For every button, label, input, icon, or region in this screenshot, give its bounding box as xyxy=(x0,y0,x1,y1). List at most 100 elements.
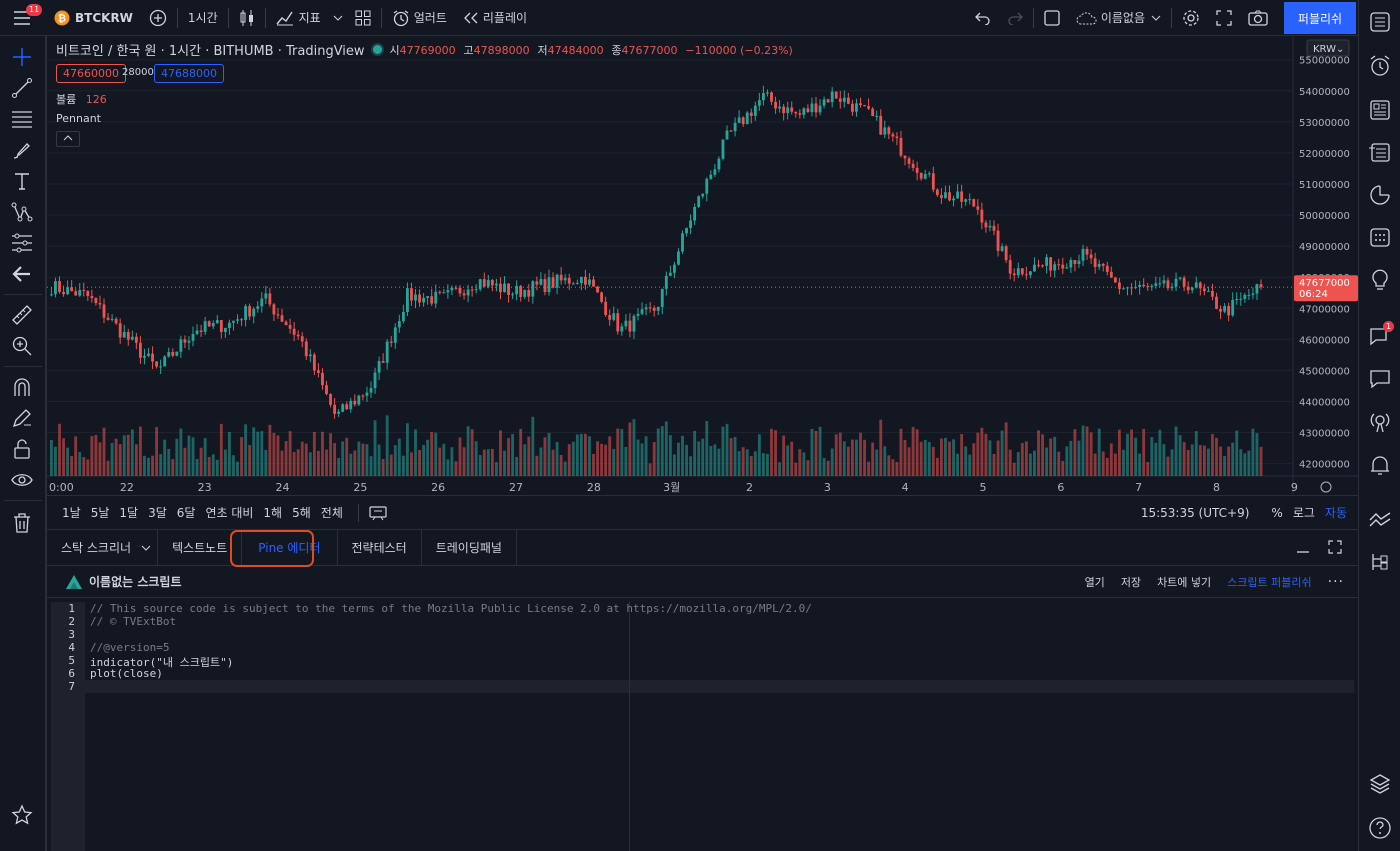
layout-select-button[interactable] xyxy=(1036,0,1068,36)
templates-button[interactable] xyxy=(347,0,379,36)
trend-line-icon[interactable] xyxy=(11,77,33,99)
volume-bar xyxy=(668,435,672,476)
replay-button[interactable]: 리플레이 xyxy=(455,0,535,36)
watchlist-icon[interactable] xyxy=(1368,10,1392,34)
clock-timezone[interactable]: 15:53:35 (UTC+9) xyxy=(1140,505,1250,520)
minimize-panel-button[interactable] xyxy=(1296,540,1310,557)
chart-type-button[interactable] xyxy=(231,0,263,36)
volume-bar xyxy=(381,459,385,476)
series-title[interactable]: 비트코인 / 한국 원 · 1시간 · BITHUMB · TradingVie… xyxy=(56,44,365,59)
text-icon[interactable] xyxy=(11,170,33,192)
code-editor[interactable]: 1 2 3 4 5 6 7 // This source code is sub… xyxy=(51,602,1354,851)
zoom-in-icon[interactable] xyxy=(11,335,33,357)
crosshair-icon[interactable] xyxy=(11,46,33,68)
hotlist-icon[interactable] xyxy=(1368,183,1392,207)
open-script-button[interactable]: 열기 xyxy=(1084,576,1105,589)
code-line[interactable]: // This source code is subject to the te… xyxy=(90,602,812,615)
alert-button[interactable]: 얼러트 xyxy=(384,0,455,36)
trash-icon[interactable] xyxy=(11,512,33,534)
auto-scale-toggle[interactable]: 자동 xyxy=(1324,506,1347,520)
object-tree-icon[interactable] xyxy=(1368,551,1392,575)
range-3m[interactable]: 3달 xyxy=(148,506,167,520)
publish-script-button[interactable]: 스크립트 퍼블리쉬 xyxy=(1227,576,1312,589)
indicators-dropdown[interactable] xyxy=(329,0,347,36)
fullscreen-button[interactable] xyxy=(1208,0,1240,36)
volume-bar xyxy=(883,446,887,476)
symbol-search-button[interactable]: ₿ BTCKRW xyxy=(44,0,141,36)
stay-in-drawing-mode-icon[interactable] xyxy=(11,407,33,429)
fib-retracement-icon[interactable] xyxy=(11,108,33,130)
main-menu-button[interactable]: 11 xyxy=(0,0,44,36)
volume-bar xyxy=(236,461,239,476)
code-line[interactable]: plot(close) xyxy=(90,667,163,680)
candlestick-chart[interactable]: 55000000 54000000 53000000 52000000 51000000… xyxy=(47,36,1358,495)
news-icon[interactable] xyxy=(1368,98,1392,122)
settings-button[interactable] xyxy=(1174,0,1208,36)
range-1y[interactable]: 1해 xyxy=(263,506,283,520)
tab-text-notes[interactable]: 텍스트노트 xyxy=(158,529,243,566)
tab-stock-screener[interactable]: 스탁 스크리너 xyxy=(47,529,159,566)
indicators-button[interactable]: 지표 xyxy=(268,0,329,36)
goto-date-icon[interactable] xyxy=(369,505,387,521)
bid-price-button[interactable]: 47660000 xyxy=(56,64,126,83)
interval-button[interactable]: 1시간 xyxy=(187,11,218,25)
tab-trading-panel[interactable]: 트레이딩패널 xyxy=(422,529,517,566)
range-6m[interactable]: 6달 xyxy=(176,506,196,520)
more-options-button[interactable]: ··· xyxy=(1327,574,1344,590)
pennant-indicator-legend[interactable]: Pennant xyxy=(56,112,101,125)
undo-button[interactable] xyxy=(967,0,999,36)
tab-strategy-tester[interactable]: 전략테스터 xyxy=(338,529,422,566)
volume-bar xyxy=(563,461,567,476)
calendar-icon[interactable] xyxy=(1368,225,1392,249)
layers-icon[interactable] xyxy=(1368,772,1392,796)
code-line[interactable]: //@version=5 xyxy=(90,641,170,654)
range-5y[interactable]: 5해 xyxy=(292,506,311,520)
ruler-icon[interactable] xyxy=(11,304,33,326)
eye-icon[interactable] xyxy=(11,469,33,491)
tab-pine-editor[interactable]: Pine 에디터 xyxy=(242,529,338,566)
brush-icon[interactable] xyxy=(11,139,33,161)
star-icon[interactable] xyxy=(11,804,33,826)
lock-icon[interactable] xyxy=(11,438,33,460)
data-window-icon[interactable] xyxy=(1368,140,1392,164)
candle-body xyxy=(725,130,729,140)
help-icon[interactable] xyxy=(1368,816,1392,840)
lightbulb-icon[interactable] xyxy=(1368,268,1392,292)
publish-button[interactable]: 퍼블리쉬 xyxy=(1284,2,1356,34)
collapse-legend-button[interactable] xyxy=(56,131,80,147)
volume-bar xyxy=(1004,422,1008,476)
notification-bell-icon[interactable] xyxy=(1368,453,1392,477)
magnet-icon[interactable] xyxy=(11,376,33,398)
range-5d[interactable]: 5날 xyxy=(90,506,110,520)
divider xyxy=(264,7,266,28)
range-ytd[interactable]: 연초 대비 xyxy=(205,506,254,520)
chart-pane[interactable]: 55000000 54000000 53000000 52000000 51000000… xyxy=(47,36,1358,495)
pattern-icon[interactable] xyxy=(11,201,33,223)
save-script-button[interactable]: 저장 xyxy=(1120,576,1142,589)
streams-icon[interactable] xyxy=(1368,410,1392,434)
volume-bar xyxy=(681,435,684,476)
prediction-icon[interactable] xyxy=(11,232,33,254)
range-1m[interactable]: 1달 xyxy=(119,506,139,520)
code-line[interactable]: indicator("내 스크립트") xyxy=(90,656,234,669)
add-to-chart-button[interactable]: 차트에 넣기 xyxy=(1157,576,1212,589)
trading-icon[interactable] xyxy=(1368,508,1392,532)
alarm-clock-icon[interactable] xyxy=(1368,54,1392,78)
snapshot-button[interactable] xyxy=(1240,0,1276,36)
range-1d[interactable]: 1날 xyxy=(62,506,81,520)
log-scale-toggle[interactable]: 로그 xyxy=(1292,506,1315,520)
range-all[interactable]: 전체 xyxy=(320,506,343,520)
maximize-panel-button[interactable] xyxy=(1328,540,1342,557)
layout-name-button[interactable]: 이름없음 xyxy=(1068,0,1169,36)
ask-price-button[interactable]: 47688000 xyxy=(154,64,224,83)
volume-bar xyxy=(1219,446,1222,476)
candle-body xyxy=(636,313,640,316)
percent-scale-toggle[interactable]: % xyxy=(1271,505,1283,520)
volume-legend[interactable]: 볼륨 126 xyxy=(56,91,107,107)
arrow-left-icon[interactable] xyxy=(11,263,33,285)
redo-button[interactable] xyxy=(999,0,1031,36)
compare-symbol-button[interactable] xyxy=(141,0,175,36)
script-title[interactable]: 이름없는 스크립트 xyxy=(89,575,182,589)
code-line[interactable]: // © TVExtBot xyxy=(90,615,177,628)
messages-icon[interactable] xyxy=(1368,367,1392,391)
